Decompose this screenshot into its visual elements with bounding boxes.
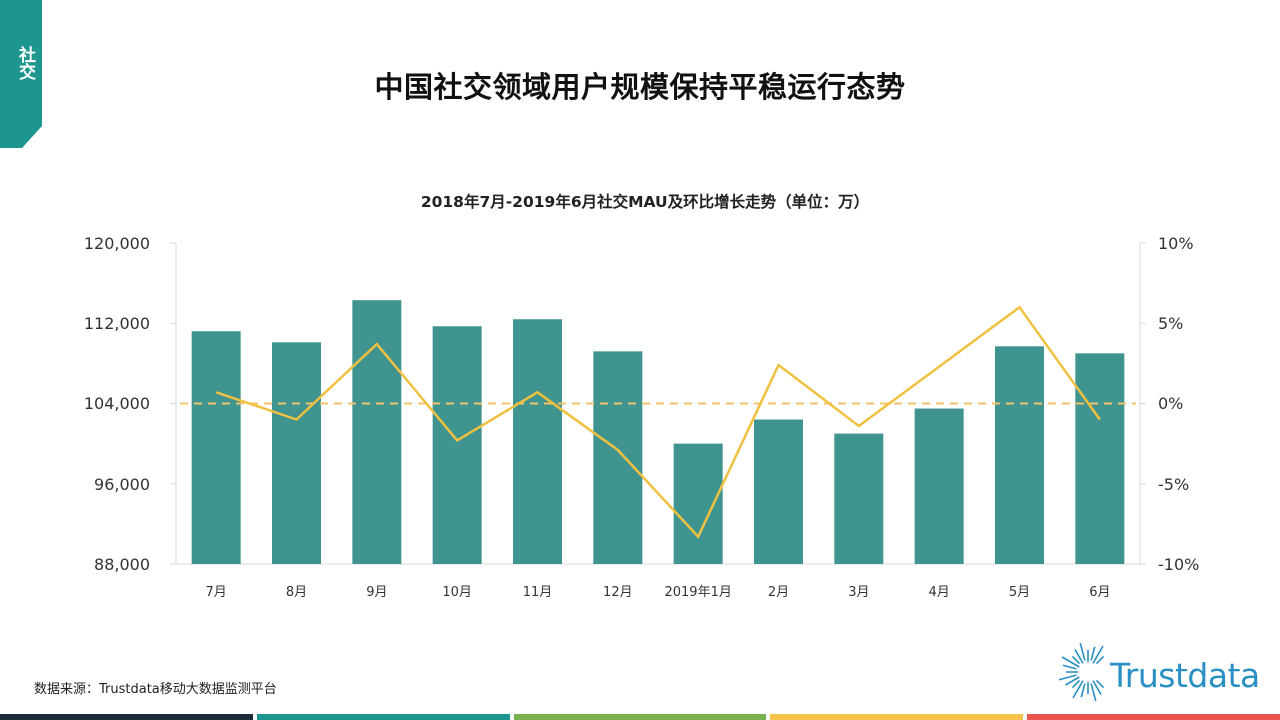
left-tick-label: 120,000: [84, 234, 150, 253]
x-tick-label: 7月: [206, 585, 227, 600]
left-tick-label: 88,000: [94, 555, 150, 574]
footer-color-segment: [256, 714, 510, 720]
footer-color-segment: [770, 714, 1024, 720]
left-tick-label: 104,000: [84, 394, 150, 413]
mau-bar: [754, 419, 803, 564]
footer-color-segment: [0, 714, 253, 720]
mau-bar: [432, 326, 482, 564]
left-tick-label: 112,000: [84, 314, 150, 333]
right-tick-label: 0%: [1158, 394, 1183, 413]
left-axis-labels: 120,000 112,000 104,000 96,000 88,000: [84, 234, 150, 574]
mau-bar-series: [191, 300, 1125, 564]
sunburst-logo-icon: [1058, 642, 1105, 702]
right-tick-label: 10%: [1158, 234, 1194, 253]
mau-bar: [191, 331, 241, 564]
data-source-note: 数据来源：Trustdata移动大数据监测平台: [34, 682, 277, 697]
x-tick-label: 5月: [1009, 585, 1030, 600]
mau-bar: [1075, 353, 1125, 564]
mau-bar: [272, 342, 321, 564]
right-tick-label: -10%: [1158, 555, 1199, 574]
right-tick-label: 5%: [1158, 314, 1183, 333]
x-tick-label: 9月: [366, 585, 387, 600]
right-tick-label: -5%: [1158, 475, 1189, 494]
page-title: 中国社交领域用户规模保持平稳运行态势: [374, 70, 906, 104]
x-tick-label: 8月: [286, 585, 307, 600]
x-tick-label: 6月: [1089, 585, 1110, 600]
side-tab-shape: [0, 0, 42, 148]
footer-color-strip: [0, 714, 1280, 720]
mau-bar: [834, 433, 884, 564]
x-tick-label: 10月: [442, 585, 472, 600]
chart-title: 2018年7月-2019年6月社交MAU及环比增长走势（单位：万）: [420, 193, 870, 211]
mau-bar: [593, 351, 643, 564]
left-tick-label: 96,000: [94, 475, 150, 494]
x-axis-labels: 7月 8月 9月 10月 11月 12月 2019年1月 2月 3月 4月 5月 6月: [206, 585, 1111, 600]
x-tick-label: 12月: [603, 585, 633, 600]
footer-color-segment: [1027, 714, 1280, 720]
left-axis-ticks: [170, 242, 176, 565]
right-axis-labels: 10% 5% 0% -5% -10%: [1158, 234, 1199, 574]
x-tick-label: 2019年1月: [664, 585, 731, 600]
mau-bar: [352, 300, 402, 564]
logo-text: Trustdata: [1110, 656, 1260, 695]
x-tick-label: 3月: [848, 585, 869, 600]
x-tick-label: 2月: [768, 585, 789, 600]
combo-chart: 120,000 112,000 104,000 96,000 88,000 10…: [84, 234, 1200, 600]
mau-bar: [995, 346, 1044, 564]
side-tab-label: 社交: [15, 46, 35, 80]
mau-bar: [914, 408, 964, 564]
right-axis-ticks: [1140, 242, 1146, 565]
growth-rate-line: [215, 305, 1101, 539]
footer-color-segment: [513, 714, 767, 720]
mau-bar: [673, 443, 723, 564]
x-tick-label: 11月: [523, 585, 553, 600]
x-tick-label: 4月: [929, 585, 950, 600]
trustdata-logo: Trustdata: [1058, 634, 1263, 702]
category-side-tab: 社交: [0, 0, 42, 148]
mau-bar: [513, 319, 562, 564]
